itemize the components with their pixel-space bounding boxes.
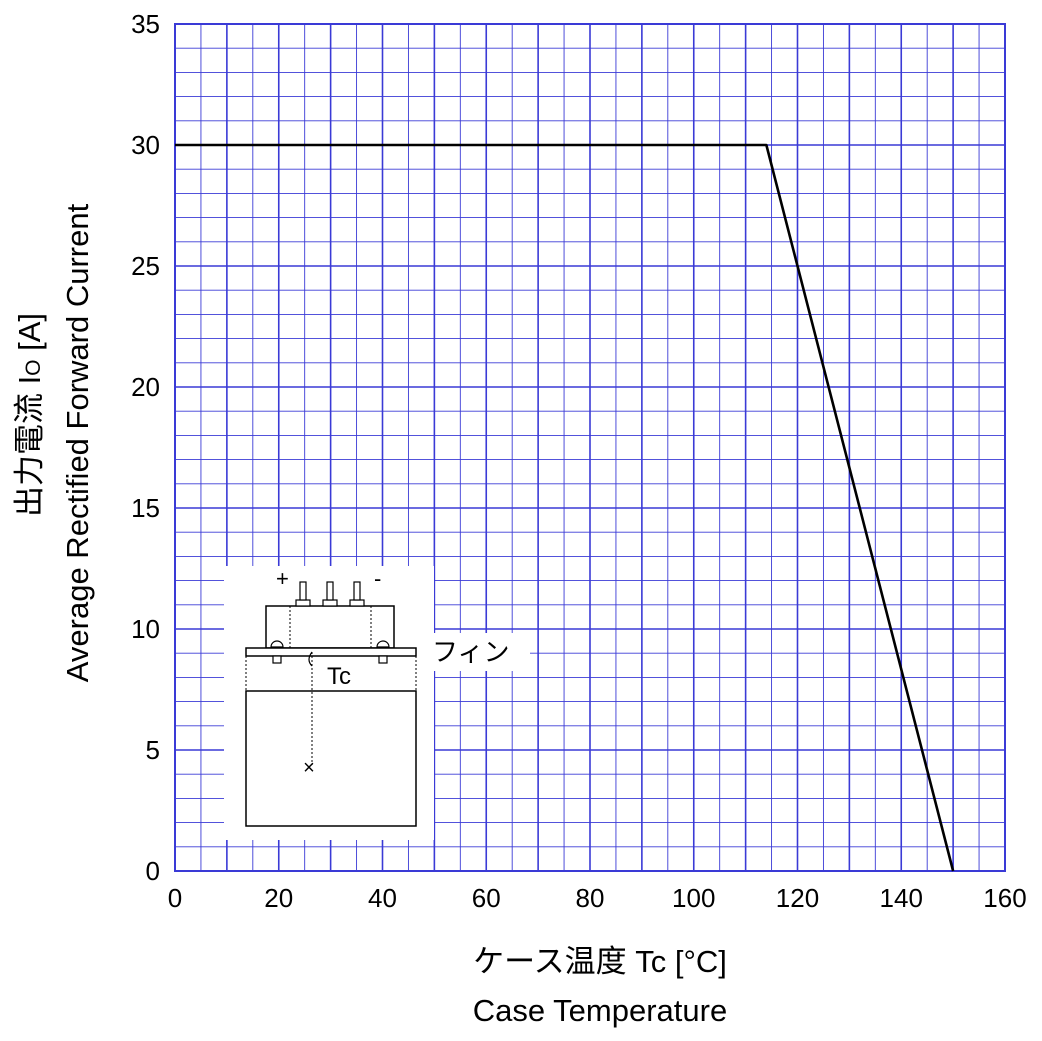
y-tick-labels: 0 5 10 15 20 25 30 35 <box>131 9 160 886</box>
minus-label: - <box>374 566 381 591</box>
x-tick-label: 60 <box>472 883 501 913</box>
tc-label: Tc <box>327 663 351 690</box>
grid <box>174 23 1006 872</box>
heat-sink <box>245 690 417 827</box>
series <box>175 143 955 872</box>
y-tick-label: 5 <box>146 735 160 765</box>
y-tick-label: 10 <box>131 614 160 644</box>
plot-frame-rect <box>174 23 1006 872</box>
x-tick-label: 120 <box>776 883 819 913</box>
x-tick-label: 0 <box>168 883 182 913</box>
fin-label: フィン <box>432 637 509 667</box>
x-axis-title-jp: ケース温度 Tc [°C] <box>473 944 727 979</box>
probe-curve <box>308 651 313 667</box>
y-tick-label: 35 <box>131 9 160 39</box>
nut-right <box>378 655 388 664</box>
screw-left <box>270 640 284 648</box>
x-tick-label: 40 <box>368 883 397 913</box>
x-tick-labels: 0 20 40 60 80 100 120 140 160 <box>168 883 1027 913</box>
plus-label: + <box>276 566 289 591</box>
fin-plate <box>245 647 417 657</box>
x-axis-title-en: Case Temperature <box>473 993 727 1028</box>
y-axis-title-subscript: O <box>22 359 45 375</box>
mounting-diagram: × + - Tc フィン <box>224 566 530 840</box>
y-tick-label: 20 <box>131 372 160 402</box>
x-tick-label: 80 <box>576 883 605 913</box>
plot-frame <box>174 23 1006 872</box>
x-tick-label: 140 <box>880 883 923 913</box>
y-axis-title-en: Average Rectified Forward Current <box>60 203 95 682</box>
measurement-point-mark: × <box>303 757 315 779</box>
series-line <box>175 143 955 872</box>
fin-label-background <box>426 633 530 671</box>
y-tick-label: 0 <box>146 856 160 886</box>
y-axis-title-unit: [A] <box>12 313 47 360</box>
terminals <box>295 581 365 607</box>
x-tick-label: 160 <box>983 883 1026 913</box>
y-tick-label: 30 <box>131 130 160 160</box>
nut-left <box>272 655 282 664</box>
device-body <box>265 605 395 649</box>
x-tick-label: 100 <box>672 883 715 913</box>
y-tick-label: 25 <box>131 251 160 281</box>
y-axis-title-jp: 出力電流 IO [A] <box>12 313 47 517</box>
x-tick-label: 20 <box>264 883 293 913</box>
screw-right <box>376 640 390 648</box>
y-axis-title-jp-main: 出力電流 I <box>12 376 47 517</box>
y-tick-label: 15 <box>131 493 160 523</box>
